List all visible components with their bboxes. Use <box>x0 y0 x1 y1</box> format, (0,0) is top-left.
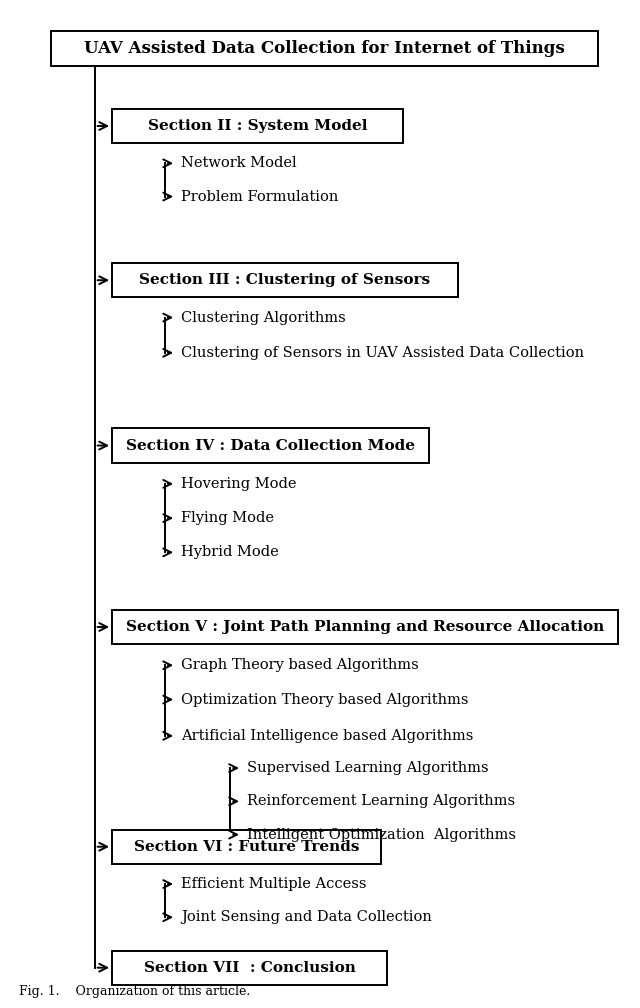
Text: Flying Mode: Flying Mode <box>181 511 274 525</box>
Text: Hovering Mode: Hovering Mode <box>181 477 296 491</box>
Text: Section III : Clustering of Sensors: Section III : Clustering of Sensors <box>140 273 430 287</box>
Text: Network Model: Network Model <box>181 156 297 170</box>
Text: Supervised Learning Algorithms: Supervised Learning Algorithms <box>247 761 489 775</box>
FancyBboxPatch shape <box>112 428 429 463</box>
FancyBboxPatch shape <box>112 830 381 864</box>
FancyBboxPatch shape <box>112 951 387 985</box>
Text: Optimization Theory based Algorithms: Optimization Theory based Algorithms <box>181 692 468 707</box>
Text: Fig. 1.    Organization of this article.: Fig. 1. Organization of this article. <box>19 985 250 998</box>
Text: Artificial Intelligence based Algorithms: Artificial Intelligence based Algorithms <box>181 729 474 743</box>
Text: Problem Formulation: Problem Formulation <box>181 190 339 204</box>
Text: Clustering Algorithms: Clustering Algorithms <box>181 310 346 325</box>
Text: Intelligent Optimization  Algorithms: Intelligent Optimization Algorithms <box>247 828 516 842</box>
FancyBboxPatch shape <box>51 31 598 66</box>
FancyBboxPatch shape <box>112 109 403 143</box>
Text: Hybrid Mode: Hybrid Mode <box>181 545 279 559</box>
Text: Reinforcement Learning Algorithms: Reinforcement Learning Algorithms <box>247 794 515 808</box>
FancyBboxPatch shape <box>112 263 458 297</box>
Text: Efficient Multiple Access: Efficient Multiple Access <box>181 877 367 891</box>
Text: Joint Sensing and Data Collection: Joint Sensing and Data Collection <box>181 910 432 924</box>
Text: Section V : Joint Path Planning and Resource Allocation: Section V : Joint Path Planning and Reso… <box>125 620 604 634</box>
Text: UAV Assisted Data Collection for Internet of Things: UAV Assisted Data Collection for Interne… <box>84 40 565 56</box>
Text: Section II : System Model: Section II : System Model <box>148 119 367 133</box>
Text: Graph Theory based Algorithms: Graph Theory based Algorithms <box>181 658 419 672</box>
Text: Section IV : Data Collection Mode: Section IV : Data Collection Mode <box>126 438 415 453</box>
Text: Clustering of Sensors in UAV Assisted Data Collection: Clustering of Sensors in UAV Assisted Da… <box>181 346 584 360</box>
FancyBboxPatch shape <box>112 610 618 644</box>
Text: Section VII  : Conclusion: Section VII : Conclusion <box>143 961 356 975</box>
Text: Section VI : Future Trends: Section VI : Future Trends <box>134 840 359 854</box>
